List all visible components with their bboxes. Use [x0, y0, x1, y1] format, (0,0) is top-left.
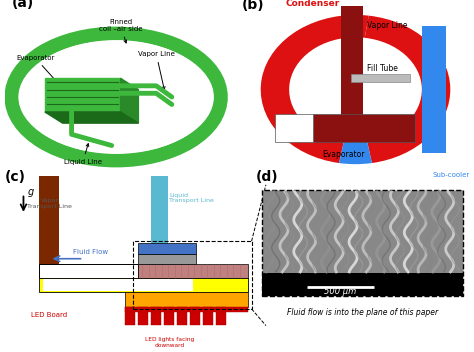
Text: Liquid Line: Liquid Line [427, 44, 436, 86]
Bar [125, 307, 248, 312]
Bar [177, 307, 187, 325]
Wedge shape [261, 15, 369, 163]
Bar [39, 264, 138, 278]
Text: Liquid
Transport Line: Liquid Transport Line [170, 193, 214, 203]
Bar [39, 176, 59, 268]
Text: Vapor Plenum: Vapor Plenum [51, 268, 95, 273]
Text: Vapor Line: Vapor Line [138, 51, 174, 89]
Text: Liquid Line: Liquid Line [64, 144, 102, 165]
Text: LED Board: LED Board [31, 312, 67, 318]
Bar [138, 243, 196, 254]
Polygon shape [120, 78, 138, 123]
Text: Condenser: Condenser [286, 0, 340, 8]
Text: Fill Tube: Fill Tube [367, 64, 398, 73]
Text: Fluid flow is into the plane of this paper: Fluid flow is into the plane of this pap… [287, 308, 438, 317]
Bar [275, 114, 313, 142]
Text: Evaporator: Evaporator [16, 55, 64, 90]
Text: (a): (a) [11, 0, 34, 11]
Bar [341, 6, 363, 127]
Text: Evaporator: Evaporator [322, 150, 365, 159]
Text: LED lights facing
downward: LED lights facing downward [145, 337, 194, 348]
Bar [151, 176, 168, 273]
Bar [191, 307, 200, 325]
Bar [43, 279, 193, 291]
Text: Metallic Plate: Metallic Plate [72, 282, 111, 287]
Text: Vapor
Transport Line: Vapor Transport Line [27, 198, 72, 209]
Bar [313, 114, 415, 142]
Text: (b): (b) [242, 0, 264, 12]
Bar [351, 74, 410, 82]
Text: g: g [27, 187, 34, 197]
Bar [125, 307, 135, 325]
Bar [151, 307, 161, 325]
Bar [138, 307, 148, 325]
Bar [138, 254, 196, 264]
Bar [262, 190, 463, 296]
Bar [138, 264, 248, 278]
Bar [217, 307, 226, 325]
Text: Sub-cooler: Sub-cooler [432, 172, 469, 178]
Text: Finned
coil –air side: Finned coil –air side [99, 19, 142, 43]
Text: (d): (d) [255, 170, 278, 184]
Bar [262, 273, 463, 296]
Bar [422, 26, 446, 153]
Text: Metallic Mesh Screen: Metallic Mesh Screen [156, 268, 219, 273]
Bar [39, 278, 248, 292]
Wedge shape [365, 15, 450, 163]
Text: Porous Wick: Porous Wick [150, 255, 183, 260]
Text: (c): (c) [5, 170, 26, 184]
Text: Thermal Substratre: Thermal Substratre [154, 296, 211, 301]
Bar [133, 241, 252, 309]
Text: Vapor Line: Vapor Line [367, 21, 408, 30]
Bar [203, 307, 213, 325]
Polygon shape [45, 112, 138, 123]
Ellipse shape [20, 40, 212, 154]
Text: Liquid Pool: Liquid Pool [152, 244, 182, 249]
Text: 500 μm: 500 μm [324, 287, 356, 296]
Bar [164, 307, 174, 325]
Bar [125, 292, 248, 307]
Wedge shape [339, 141, 372, 164]
Polygon shape [45, 78, 120, 112]
Text: Fluid Flow: Fluid Flow [73, 249, 108, 255]
